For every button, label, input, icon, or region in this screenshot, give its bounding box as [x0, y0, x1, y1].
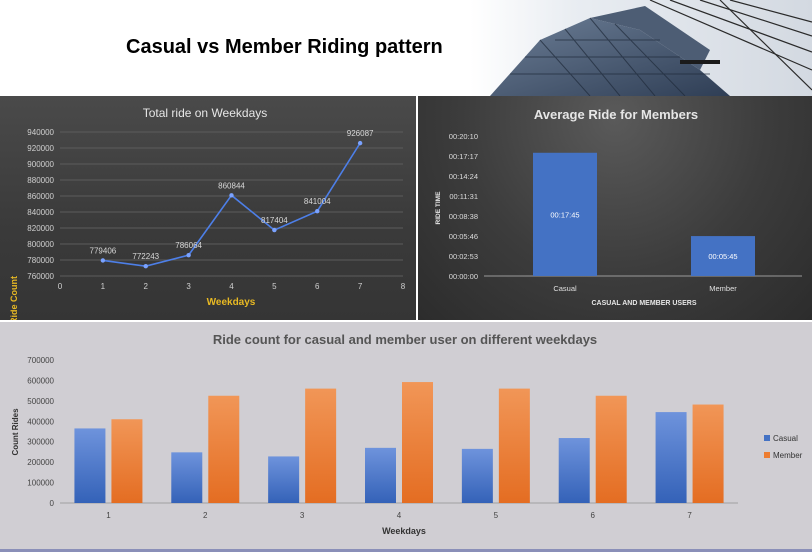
y-tick-label: 300000 — [27, 438, 54, 447]
x-tick-label: 3 — [186, 282, 191, 291]
x-tick-label: 4 — [229, 282, 234, 291]
y-tick-label: 00:00:00 — [449, 272, 478, 281]
bar-casual — [558, 438, 590, 503]
average-ride-bar-chart: Average Ride for Members 00:00:00 00:02:5… — [435, 107, 802, 307]
y-tick-label: 00:14:24 — [449, 172, 478, 181]
y-tick-label: 00:11:31 — [449, 192, 478, 201]
chart-title: Average Ride for Members — [534, 107, 698, 122]
bar-casual — [171, 452, 203, 503]
bar-member — [692, 404, 724, 503]
x-tick-label: Casual — [553, 284, 577, 293]
bar-casual — [268, 456, 300, 503]
data-point — [100, 258, 106, 263]
y-axis-label: Ride Count — [9, 276, 19, 320]
y-tick-label: 500000 — [27, 397, 54, 406]
page-title: Casual vs Member Riding pattern — [126, 36, 443, 58]
data-label: 786064 — [175, 241, 202, 250]
y-tick-label: 900000 — [27, 160, 54, 169]
y-tick-label: 940000 — [27, 128, 54, 137]
y-tick-label: 400000 — [27, 417, 54, 426]
chart-title: Total ride on Weekdays — [143, 106, 268, 120]
y-tick-label: 100000 — [27, 479, 54, 488]
data-label: 00:17:45 — [550, 210, 579, 219]
weekday-ride-count-bar-chart: Ride count for casual and member user on… — [11, 332, 803, 536]
bar-member — [498, 388, 530, 503]
data-point — [357, 140, 363, 146]
bar-member — [595, 395, 627, 503]
data-point — [229, 193, 234, 198]
bar-member — [691, 236, 755, 276]
data-label: 772243 — [132, 252, 159, 261]
y-tick-label: 780000 — [27, 256, 54, 265]
y-tick-label: 00:20:10 — [449, 132, 478, 141]
y-tick-label: 200000 — [27, 458, 54, 467]
x-tick-label: 0 — [58, 282, 63, 291]
data-label: 817404 — [261, 216, 288, 225]
x-axis-label: Weekdays — [207, 297, 256, 308]
y-tick-label: 00:05:46 — [449, 232, 478, 241]
data-point — [315, 208, 320, 214]
bar-casual — [655, 412, 687, 503]
data-label: 841004 — [304, 197, 331, 206]
data-label: 779406 — [90, 246, 117, 255]
y-tick-label: 860000 — [27, 192, 54, 201]
total-ride-line-chart-panel: Total ride on Weekdays 760000 780000 80000… — [0, 96, 416, 320]
bar-member — [111, 419, 143, 503]
x-tick-label: 7 — [687, 511, 692, 520]
x-tick-label: 5 — [494, 511, 499, 520]
x-tick-label: 3 — [300, 511, 305, 520]
total-ride-line-chart: Total ride on Weekdays 760000 780000 80000… — [9, 106, 406, 320]
y-tick-label: 920000 — [27, 144, 54, 153]
building-photo — [470, 0, 812, 96]
bar-casual — [365, 447, 396, 503]
bar-member — [402, 382, 433, 503]
bar-member — [208, 395, 240, 503]
data-label: 860844 — [218, 181, 245, 190]
y-tick-label: 00:02:53 — [449, 252, 478, 261]
x-axis-label: Weekdays — [382, 526, 426, 536]
y-axis-label: RIDE TIME — [435, 191, 442, 225]
data-label: 00:05:45 — [708, 252, 737, 261]
y-tick-label: 700000 — [27, 356, 54, 365]
x-axis-label: CASUAL AND MEMBER USERS — [591, 300, 696, 307]
bar-casual — [461, 448, 493, 503]
legend-label-member: Member — [773, 451, 803, 460]
data-point — [143, 264, 148, 269]
bar-casual — [74, 428, 106, 503]
x-tick-label: 1 — [101, 282, 106, 291]
y-tick-label: 00:17:17 — [449, 152, 478, 161]
x-tick-label: Member — [709, 284, 737, 293]
bar-casual — [533, 152, 597, 276]
data-label: 926087 — [347, 129, 374, 138]
x-tick-label: 6 — [315, 282, 320, 291]
average-ride-chart-panel: Average Ride for Members 00:00:00 00:02:5… — [418, 96, 812, 320]
x-tick-label: 2 — [203, 511, 208, 520]
chart-title: Ride count for casual and member user on… — [213, 332, 597, 347]
x-tick-label: 6 — [590, 511, 595, 520]
data-point — [272, 227, 277, 233]
bottom-border — [0, 549, 812, 552]
bar-member — [305, 388, 337, 503]
y-tick-label: 600000 — [27, 376, 54, 385]
y-tick-label: 00:08:38 — [449, 212, 478, 221]
legend-swatch-member — [764, 452, 770, 458]
legend-swatch-casual — [764, 435, 770, 441]
y-tick-label: 760000 — [27, 272, 54, 281]
x-tick-label: 5 — [272, 282, 277, 291]
x-tick-label: 1 — [106, 511, 111, 520]
x-tick-label: 2 — [144, 282, 149, 291]
weekday-ride-count-chart-panel: Ride count for casual and member user on… — [0, 322, 812, 550]
y-tick-label: 840000 — [27, 208, 54, 217]
data-point — [186, 252, 191, 258]
y-tick-label: 820000 — [27, 224, 54, 233]
y-tick-label: 0 — [50, 499, 55, 508]
y-axis-label: Count Rides — [11, 408, 20, 456]
x-tick-label: 8 — [401, 282, 406, 291]
y-tick-label: 880000 — [27, 176, 54, 185]
x-tick-label: 4 — [397, 511, 402, 520]
legend-label-casual: Casual — [773, 434, 798, 443]
header: Casual vs Member Riding pattern — [0, 0, 812, 96]
x-tick-label: 7 — [358, 282, 363, 291]
y-tick-label: 800000 — [27, 240, 54, 249]
